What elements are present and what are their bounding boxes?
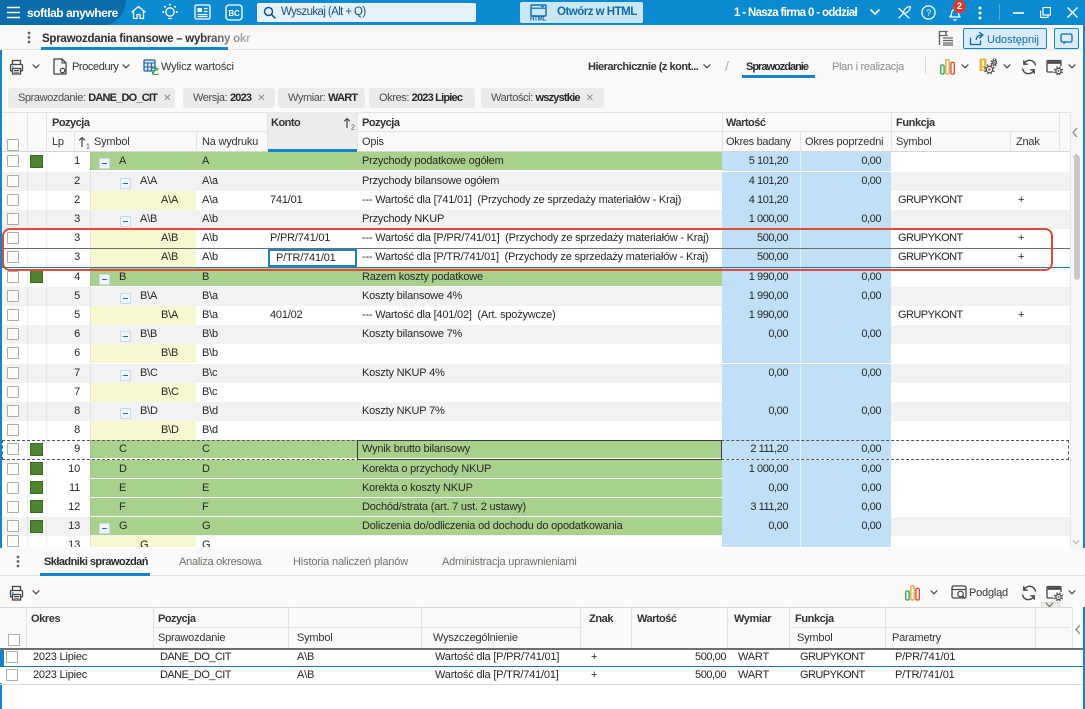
svg-text:1: 1 bbox=[86, 144, 90, 150]
svg-text:HTML: HTML bbox=[530, 17, 546, 22]
svg-text:2: 2 bbox=[351, 125, 355, 131]
svg-text:?: ? bbox=[926, 8, 931, 18]
svg-text:BC: BC bbox=[228, 9, 240, 18]
